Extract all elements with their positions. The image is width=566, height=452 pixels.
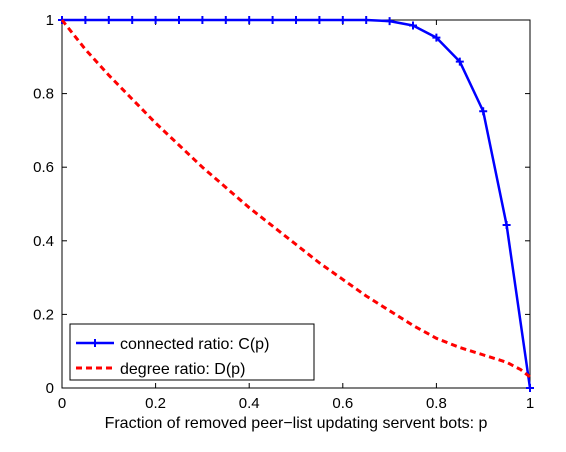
y-tick-label: 0.2 xyxy=(33,306,54,323)
data-point xyxy=(128,16,137,24)
x-tick-label: 0.4 xyxy=(239,395,260,412)
data-point xyxy=(338,16,347,24)
legend-box xyxy=(69,323,315,381)
series-line-1 xyxy=(60,19,531,379)
x-tick-label: 0 xyxy=(58,395,66,412)
data-point xyxy=(81,16,90,24)
data-point xyxy=(409,21,417,30)
x-tick-label: 0.2 xyxy=(145,395,166,412)
data-point xyxy=(362,16,371,24)
data-point xyxy=(455,57,464,66)
data-point xyxy=(104,16,113,24)
data-point xyxy=(175,16,183,24)
x-axis-label: Fraction of removed peer−list updating s… xyxy=(105,415,488,432)
data-point xyxy=(221,16,230,24)
data-point xyxy=(268,16,277,24)
y-axis-ticks: 0 0.2 0.4 0.6 0.8 1 xyxy=(33,12,530,397)
y-tick-label: 0 xyxy=(46,380,54,397)
data-point xyxy=(432,33,441,42)
legend-marker-connected xyxy=(91,339,99,347)
legend-label-degree: degree ratio: D(p) xyxy=(120,361,245,378)
series-layer xyxy=(58,16,534,392)
x-tick-label: 1 xyxy=(526,395,534,412)
data-point xyxy=(198,16,207,24)
data-point xyxy=(502,220,511,229)
legend-label-connected: connected ratio: C(p) xyxy=(120,336,269,353)
y-tick-label: 0.4 xyxy=(33,233,54,250)
x-axis-ticks: 0 0.2 0.4 0.6 0.8 1 xyxy=(58,20,534,412)
data-point xyxy=(385,17,394,26)
x-tick-label: 0.8 xyxy=(426,395,447,412)
y-tick-label: 0.6 xyxy=(33,159,54,176)
legend: connected ratio: C(p) degree ratio: D(p) xyxy=(69,323,315,381)
data-point xyxy=(526,384,534,392)
y-tick-label: 1 xyxy=(46,12,54,29)
data-point xyxy=(292,16,300,24)
x-tick-label: 0.6 xyxy=(332,395,353,412)
y-tick-label: 0.8 xyxy=(33,86,54,103)
data-point xyxy=(315,16,324,24)
data-point xyxy=(245,16,254,24)
data-point xyxy=(151,16,160,24)
data-point xyxy=(479,107,488,116)
